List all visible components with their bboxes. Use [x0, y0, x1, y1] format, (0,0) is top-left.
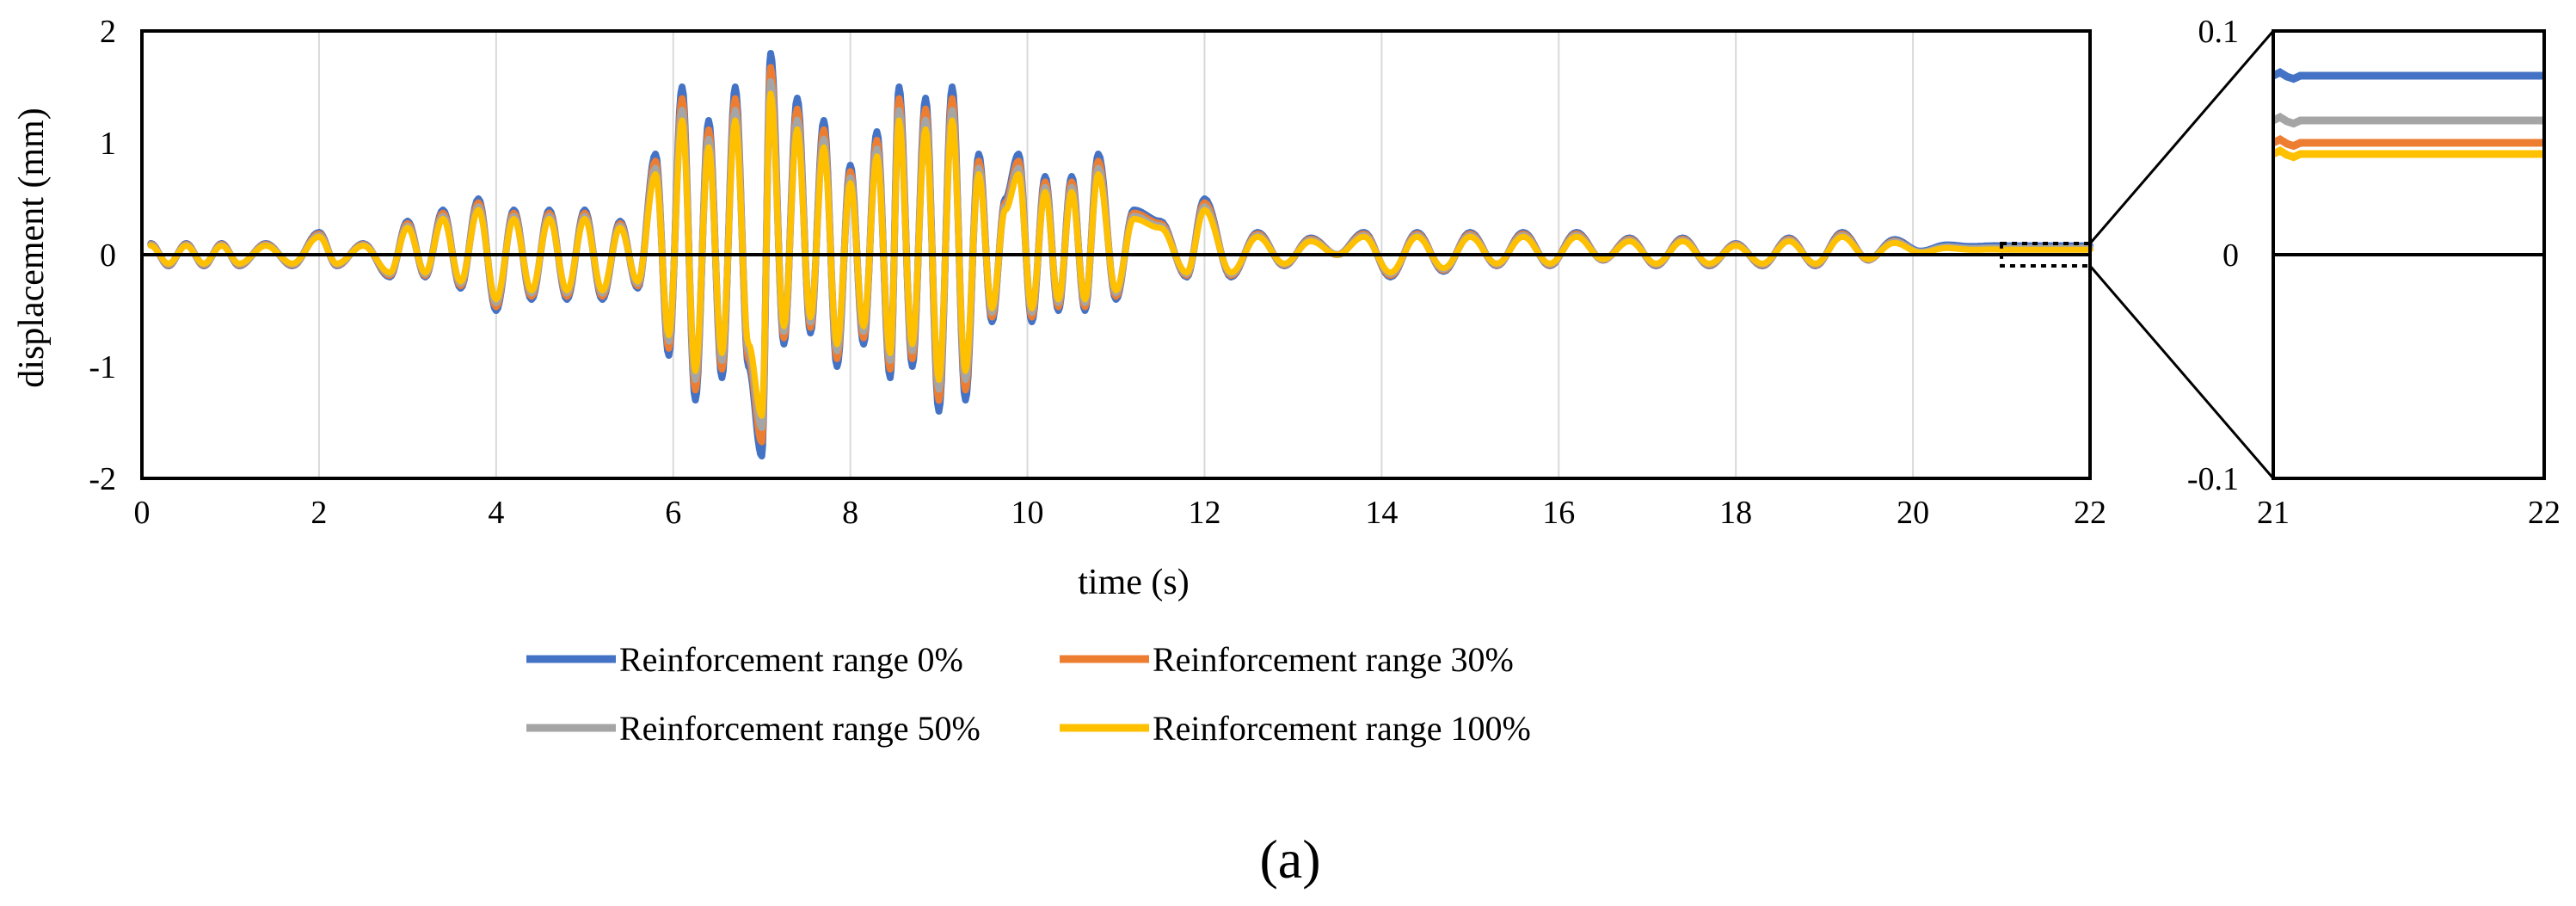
legend-label-2: Reinforcement range 50%: [619, 709, 981, 748]
inset-chart: 21 22 -0.1 0 0.1: [2187, 14, 2561, 531]
y-tick-label: -2: [89, 461, 116, 497]
zoom-indicator: [2000, 30, 2275, 479]
legend-label-1: Reinforcement range 30%: [1153, 640, 1514, 679]
y-tick-label: 2: [100, 14, 116, 50]
main-series-group: [147, 50, 2093, 459]
x-tick-label: 22: [2074, 495, 2106, 531]
x-tick-label: 20: [1897, 495, 1929, 531]
x-tick-label: 8: [842, 495, 858, 531]
x-axis-title: time (s): [1078, 563, 1189, 602]
inset-axes: [2272, 29, 2546, 480]
zoom-connector-top: [2088, 30, 2275, 244]
inset-series-line-3: [2272, 145, 2544, 162]
inset-y-tick-label: -0.1: [2187, 461, 2239, 497]
series-line-3: [147, 90, 2093, 419]
y-tick-label: -1: [89, 349, 116, 385]
inset-series-line-0: [2272, 67, 2544, 83]
x-tick-label: 10: [1011, 495, 1044, 531]
x-tick-label: 2: [310, 495, 327, 531]
x-tick-label: 0: [134, 495, 151, 531]
panel-label: (a): [1259, 829, 1320, 890]
x-tick-label: 16: [1542, 495, 1575, 531]
inset-x-tick-label: 22: [2528, 495, 2561, 531]
inset-series-line-2: [2272, 112, 2544, 128]
main-axes: [140, 29, 2092, 480]
zoom-box: [2000, 242, 2092, 268]
x-tick-label: 12: [1188, 495, 1220, 531]
main-x-tick-labels: 0 2 4 6 8 10 12 14 16 18 20 22: [134, 495, 2107, 531]
zoom-connector-bottom: [2088, 265, 2275, 479]
y-tick-label: 0: [100, 237, 116, 274]
inset-y-tick-labels: -0.1 0 0.1: [2187, 14, 2239, 497]
legend: Reinforcement range 0% Reinforcement rang…: [526, 640, 1531, 748]
inset-x-tick-label: 21: [2257, 495, 2290, 531]
x-tick-label: 4: [488, 495, 504, 531]
main-y-tick-labels: -2 -1 0 1 2: [89, 14, 116, 497]
x-tick-label: 6: [665, 495, 681, 531]
y-tick-label: 1: [100, 126, 116, 162]
y-axis-title: displacement (mm): [12, 108, 52, 387]
inset-y-tick-label: 0: [2222, 237, 2239, 274]
inset-x-tick-labels: 21 22: [2257, 495, 2561, 531]
x-tick-label: 18: [1719, 495, 1752, 531]
legend-label-0: Reinforcement range 0%: [619, 640, 963, 679]
inset-y-tick-label: 0.1: [2198, 14, 2240, 50]
inset-series-group: [2272, 67, 2544, 162]
inset-series-line-1: [2272, 134, 2544, 151]
legend-label-3: Reinforcement range 100%: [1153, 709, 1531, 748]
x-tick-label: 14: [1365, 495, 1398, 531]
